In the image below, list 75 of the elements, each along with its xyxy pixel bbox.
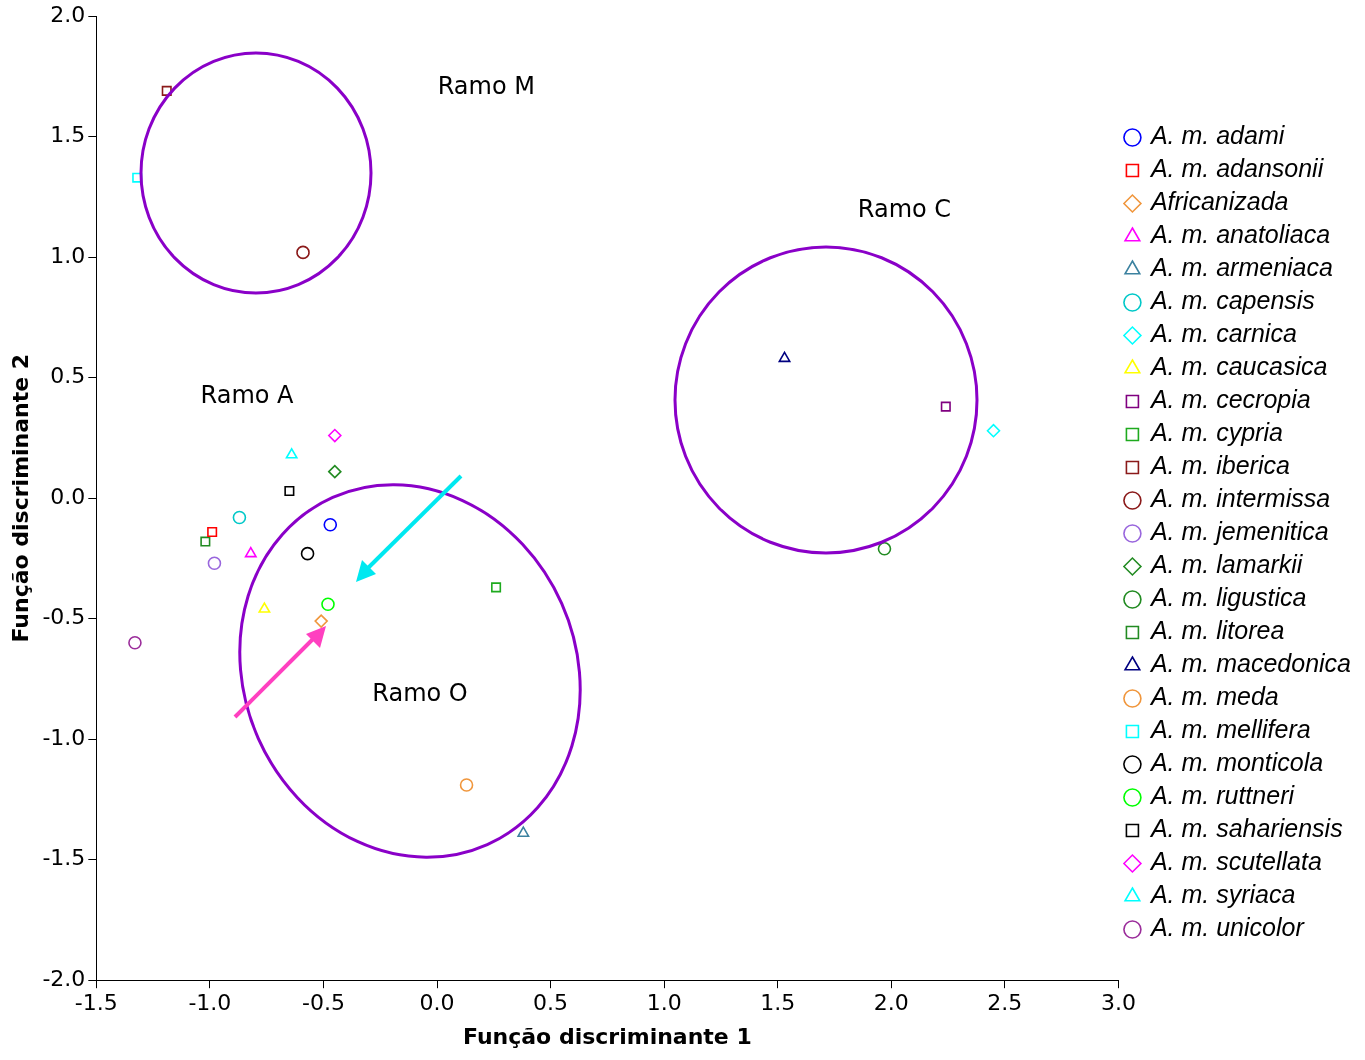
legend-label: A. m. cypria [1148, 418, 1283, 447]
legend-label: A. m. litorea [1148, 616, 1285, 645]
point [207, 526, 218, 537]
point [328, 428, 342, 443]
y-tick-label: 0.0 [50, 483, 86, 509]
legend-label: A. m. scutellata [1148, 847, 1322, 876]
point [940, 401, 951, 412]
legend-label: A. m. mellifera [1148, 715, 1311, 744]
point [132, 172, 143, 183]
legend-label: A. m. adami [1148, 121, 1286, 150]
point [517, 826, 530, 837]
point [328, 464, 342, 479]
y-axis-title: Função discriminante 2 [7, 353, 33, 643]
x-tick-label: -1.0 [188, 990, 232, 1016]
point [491, 582, 502, 593]
x-tick-label: -1.5 [74, 990, 118, 1016]
y-tick-label: -2.0 [42, 965, 86, 991]
point [877, 542, 892, 556]
annotation: Ramo M [437, 71, 535, 100]
legend-label: A. m. lamarkii [1148, 550, 1304, 579]
legend-label: A. m. capensis [1148, 286, 1315, 315]
y-tick-label: 2.0 [50, 1, 86, 27]
point [232, 510, 247, 525]
point [285, 448, 298, 459]
legend-label: A. m. syriaca [1148, 880, 1296, 909]
legend-label: A. m. macedonica [1148, 649, 1352, 678]
point [314, 614, 328, 628]
x-tick-label: 0.0 [419, 990, 455, 1016]
legend-label: A. m. carnica [1148, 319, 1297, 348]
legend-label: Africanizada [1148, 187, 1289, 216]
annotation: Ramo O [372, 679, 468, 708]
y-tick-label: 1.0 [50, 242, 86, 268]
point [778, 351, 791, 363]
legend-label: A. m. monticola [1148, 748, 1324, 777]
point [161, 85, 172, 96]
legend-label: A. m. anatoliaca [1148, 220, 1331, 249]
point [128, 636, 142, 650]
annotation: Ramo C [857, 195, 952, 224]
point [323, 517, 338, 532]
point [284, 485, 295, 497]
legend-label: A. m. meda [1148, 682, 1279, 711]
point [459, 778, 474, 792]
legend-label: A. m. cecropia [1148, 385, 1311, 414]
y-tick-label: -1.5 [42, 845, 86, 871]
point [300, 546, 315, 561]
x-tick-label: 0.5 [533, 990, 569, 1016]
x-tick-label: -0.5 [301, 990, 345, 1016]
x-tick-label: 2.5 [987, 990, 1023, 1016]
point [296, 245, 310, 260]
legend-label: A. m. ligustica [1148, 583, 1307, 612]
legend-label: A. m. armeniaca [1148, 253, 1334, 282]
legend-label: A. m. caucasica [1148, 352, 1328, 381]
x-axis-title: Função discriminante 1 [462, 1023, 752, 1049]
y-tick-label: 1.5 [50, 122, 86, 148]
point [200, 536, 211, 547]
point [321, 597, 335, 612]
legend-label: A. m. intermissa [1148, 484, 1331, 513]
y-tick-label: -1.0 [42, 724, 86, 750]
y-tick-label: -0.5 [42, 604, 86, 630]
point [244, 546, 257, 558]
legend-label: A. m. unicolor [1148, 913, 1306, 942]
legend-label: A. m. jemenitica [1148, 517, 1329, 546]
legend-label: A. m. ruttneri [1148, 781, 1296, 810]
x-tick-label: 3.0 [1100, 990, 1136, 1016]
y-tick-label: 0.5 [50, 363, 86, 389]
legend-label: A. m. adansonii [1148, 154, 1325, 183]
x-tick-label: 2.0 [873, 990, 909, 1016]
point [258, 602, 271, 613]
point [986, 423, 1001, 438]
annotation: Ramo A [200, 381, 295, 410]
x-tick-label: 1.0 [646, 990, 682, 1016]
legend-label: A. m. iberica [1148, 451, 1290, 480]
legend-label: A. m. sahariensis [1148, 814, 1343, 843]
x-tick-label: 1.5 [760, 990, 796, 1016]
point [207, 556, 222, 571]
